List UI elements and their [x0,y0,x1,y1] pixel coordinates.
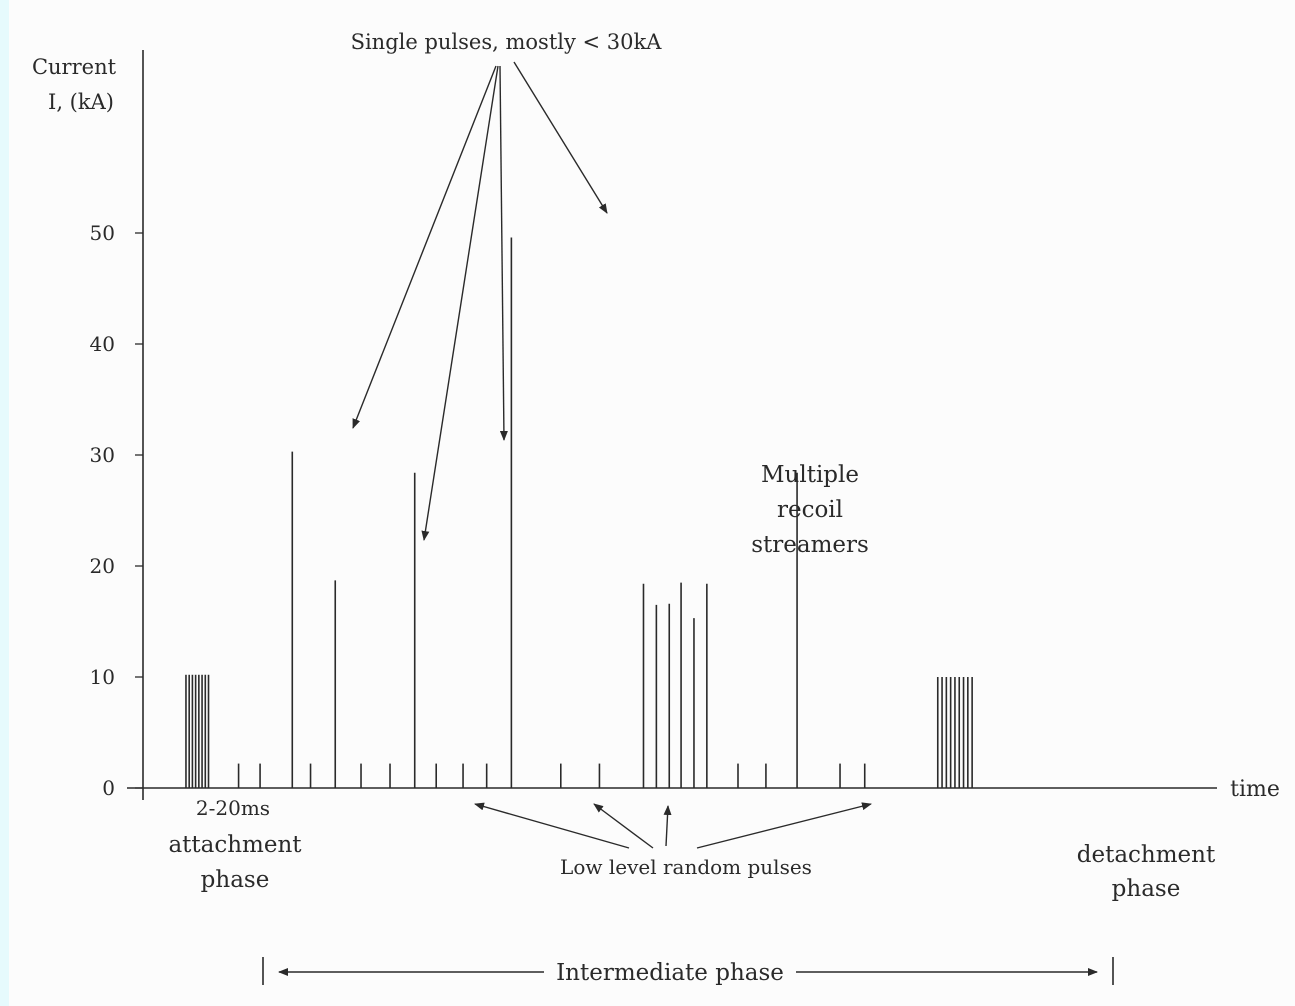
detachment-label-line2: phase [1112,876,1181,902]
arrow-low-3 [663,805,672,847]
attachment-label-line1: attachment [168,832,302,858]
arrow-low-4 [696,802,872,849]
y-tick-label: 0 [102,776,115,800]
recoil-label-line1: Multiple [761,462,859,488]
arrow-to-pulse-50 [513,61,608,214]
arrow-to-pulse-28 [499,65,508,441]
single-pulses-arrows [352,61,608,541]
y-tick-label: 30 [90,443,115,467]
y-tick-label: 40 [90,332,115,356]
pulse-series [185,237,973,788]
intermediate-label: Intermediate phase [556,960,784,986]
chart: 0 10 20 30 40 50 Current I, (kA) time Single … [32,30,1280,986]
y-axis-label-line2: I, (kA) [48,90,114,114]
detachment-label-line1: detachment [1077,842,1216,868]
arrow-low-2 [593,803,654,849]
y-tick-label: 50 [90,221,115,245]
low-level-arrows [474,802,872,849]
attachment-label-line2: phase [201,867,270,893]
y-tick-label: 20 [90,554,115,578]
low-level-label: Low level random pulses [560,855,812,879]
arrow-to-pulse-30 [352,65,497,429]
recoil-label-line2: recoil [777,497,843,523]
single-pulses-label: Single pulses, mostly < 30kA [351,30,663,54]
y-axis-label-line1: Current [32,55,117,79]
recoil-label-line3: streamers [751,532,869,558]
y-tick-label: 10 [90,665,115,689]
duration-label: 2-20ms [196,796,270,820]
x-axis-label: time [1230,777,1280,802]
arrow-to-pulse-19 [421,65,499,541]
arrow-low-1 [474,802,630,849]
chart-page: 0 10 20 30 40 50 Current I, (kA) time Single … [9,0,1295,1006]
y-ticks: 0 10 20 30 40 50 [90,221,143,800]
